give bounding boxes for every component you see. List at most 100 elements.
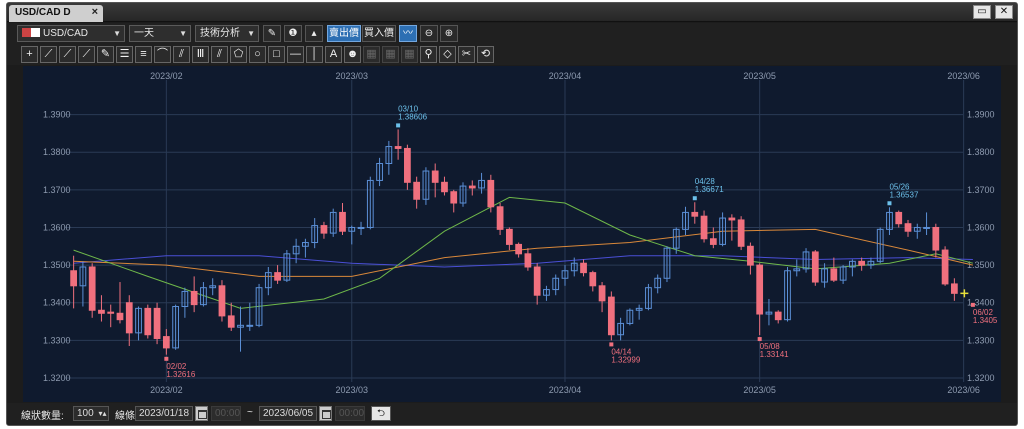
close-window-button[interactable]: ✕ bbox=[995, 5, 1013, 19]
x-tick-bottom: 2023/02 bbox=[150, 385, 183, 395]
annotation-date: 02/02 bbox=[166, 362, 187, 371]
drawing-tool-22[interactable]: ⚲ bbox=[420, 46, 437, 63]
bottom-bar: 線狀數量: 100 ▾▴ 線條 2023/01/18 00:00 ~ 2023/… bbox=[7, 403, 1017, 425]
drawing-tool-16[interactable]: │ bbox=[306, 46, 323, 63]
drawing-tool-12[interactable]: ⬠ bbox=[230, 46, 247, 63]
line-count-value: 100 bbox=[77, 408, 94, 419]
candle-down bbox=[858, 260, 866, 266]
drawing-tool-6[interactable]: ☰ bbox=[116, 46, 133, 63]
candle-up bbox=[200, 287, 207, 306]
candle-up bbox=[654, 277, 662, 289]
candle-up bbox=[292, 245, 300, 255]
candle-up bbox=[821, 268, 828, 283]
candle-up bbox=[570, 262, 578, 272]
annotation-value: 1.32999 bbox=[611, 355, 640, 364]
zoom-in-button[interactable]: ⊕ bbox=[440, 25, 458, 42]
drawing-tool-8[interactable]: ⌒ bbox=[154, 46, 171, 63]
candle-down bbox=[116, 312, 124, 321]
candlestick-chart[interactable]: 1.3200 1.3200 1.3300 1.3300 1.3400 1.3400 1.35… bbox=[23, 66, 1001, 402]
high-marker bbox=[887, 201, 892, 206]
candle-up bbox=[135, 307, 142, 334]
candle-down bbox=[505, 228, 513, 245]
candle-down bbox=[515, 243, 523, 255]
candle-up bbox=[913, 226, 921, 232]
drawing-tool-4[interactable]: ⟋ bbox=[78, 46, 95, 63]
chart-tab[interactable]: USD/CAD D × bbox=[9, 5, 103, 22]
sell-price-button[interactable]: 賣出價 bbox=[327, 25, 361, 42]
candle-down bbox=[88, 266, 96, 311]
drawing-tool-1[interactable]: + bbox=[21, 46, 38, 63]
chart-area[interactable]: 1.3200 1.3200 1.3300 1.3300 1.3400 1.3400 1.35… bbox=[23, 66, 1001, 402]
drawing-tool-15[interactable]: — bbox=[287, 46, 304, 63]
close-tab-icon[interactable]: × bbox=[91, 6, 98, 18]
info-button[interactable]: ❶ bbox=[284, 25, 302, 42]
end-calendar-icon[interactable] bbox=[319, 406, 332, 421]
buy-price-button[interactable]: 買入價 bbox=[362, 25, 396, 42]
drawing-tool-10[interactable]: Ⅲ bbox=[192, 46, 209, 63]
candle-up bbox=[283, 253, 291, 281]
end-time-field[interactable]: 00:00 bbox=[335, 406, 365, 421]
range-separator: ~ bbox=[247, 407, 253, 418]
candle-up bbox=[886, 211, 893, 230]
y-tick-left: 1.3900 bbox=[43, 110, 71, 120]
drawing-tool-23[interactable]: ◇ bbox=[439, 46, 456, 63]
analysis-label: 技術分析 bbox=[200, 28, 240, 39]
drawing-tool-7[interactable]: ≡ bbox=[135, 46, 152, 63]
drawing-tool-5[interactable]: ✎ bbox=[97, 46, 114, 63]
annotation-value: 1.36537 bbox=[889, 190, 918, 199]
technical-analysis-menu[interactable]: 技術分析 ▼ bbox=[195, 25, 259, 42]
drawing-tool-25[interactable]: ⟲ bbox=[477, 46, 494, 63]
pen-color-button[interactable]: ✎ bbox=[263, 25, 281, 42]
chevron-down-icon: ▼ bbox=[247, 29, 255, 38]
drawing-tool-2[interactable]: ⟋ bbox=[40, 46, 57, 63]
candle-up bbox=[645, 287, 652, 309]
start-calendar-icon[interactable] bbox=[195, 406, 208, 421]
symbol-select[interactable]: USD/CAD ▼ bbox=[17, 25, 125, 42]
drawing-tool-20[interactable]: ▦ bbox=[382, 46, 399, 63]
zoom-in-icon: ⊕ bbox=[444, 28, 454, 39]
candle-up bbox=[561, 270, 569, 279]
drawing-tool-9[interactable]: ⫽ bbox=[173, 46, 190, 63]
indicator-button[interactable]: 〰 bbox=[399, 25, 417, 42]
line-count-select[interactable]: 100 ▾▴ bbox=[73, 406, 109, 421]
line-count-label: 線狀數量: bbox=[21, 411, 64, 422]
candle-up bbox=[385, 146, 393, 164]
candle-down bbox=[737, 219, 745, 247]
candle-down bbox=[404, 147, 411, 183]
y-tick-left: 1.3800 bbox=[43, 147, 71, 157]
restore-window-button[interactable]: ▭ bbox=[973, 5, 991, 19]
y-tick-left: 1.3400 bbox=[43, 298, 71, 308]
period-select[interactable]: 一天 ▼ bbox=[129, 25, 191, 42]
candle-down bbox=[274, 272, 281, 281]
reset-button[interactable]: ⮌ bbox=[371, 406, 391, 421]
x-tick-top: 2023/04 bbox=[549, 71, 582, 81]
end-date-field[interactable]: 2023/06/05 bbox=[259, 406, 317, 421]
y-tick-left: 1.3200 bbox=[43, 373, 71, 383]
candle-down bbox=[607, 296, 615, 336]
candle-up bbox=[209, 285, 217, 289]
flag-icon bbox=[22, 28, 40, 37]
moving-average-blue bbox=[73, 255, 973, 268]
drawing-tool-3[interactable]: ⟋ bbox=[59, 46, 76, 63]
drawing-tool-21[interactable]: ▦ bbox=[401, 46, 418, 63]
drawing-tool-19[interactable]: ▦ bbox=[363, 46, 380, 63]
start-time-field[interactable]: 00:00 bbox=[211, 406, 241, 421]
title-bar: USD/CAD D × ▭ ✕ bbox=[7, 3, 1017, 22]
y-tick-right: 1.3900 bbox=[967, 110, 995, 120]
candle-down bbox=[598, 285, 606, 302]
candle-up bbox=[255, 287, 263, 326]
area-chart-button[interactable]: ▴ bbox=[305, 25, 323, 42]
candle-up bbox=[172, 305, 179, 349]
drawing-tool-24[interactable]: ✂ bbox=[458, 46, 475, 63]
drawing-tool-11[interactable]: ⫽ bbox=[211, 46, 228, 63]
x-tick-top: 2023/03 bbox=[335, 71, 368, 81]
y-tick-left: 1.3700 bbox=[43, 185, 71, 195]
drawing-tool-14[interactable]: □ bbox=[268, 46, 285, 63]
start-date-field[interactable]: 2023/01/18 bbox=[135, 406, 193, 421]
x-tick-top: 2023/06 bbox=[947, 71, 980, 81]
drawing-tool-17[interactable]: A bbox=[325, 46, 342, 63]
drawing-tool-13[interactable]: ○ bbox=[249, 46, 266, 63]
candle-down bbox=[107, 311, 115, 314]
drawing-tool-18[interactable]: ☻ bbox=[344, 46, 361, 63]
zoom-out-button[interactable]: ⊖ bbox=[420, 25, 438, 42]
